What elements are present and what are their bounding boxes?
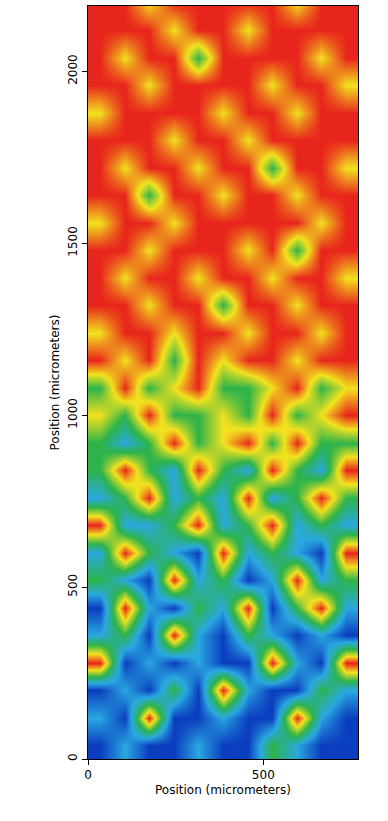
svg-text:0: 0 xyxy=(66,753,80,761)
svg-text:2000: 2000 xyxy=(66,54,80,85)
svg-text:Position (micrometers): Position (micrometers) xyxy=(48,315,62,451)
svg-text:Position (micrometers): Position (micrometers) xyxy=(155,783,291,797)
svg-text:500: 500 xyxy=(252,768,275,782)
svg-text:1500: 1500 xyxy=(66,226,80,257)
svg-text:1000: 1000 xyxy=(66,398,80,429)
svg-text:500: 500 xyxy=(66,574,80,597)
svg-text:0: 0 xyxy=(84,768,92,782)
